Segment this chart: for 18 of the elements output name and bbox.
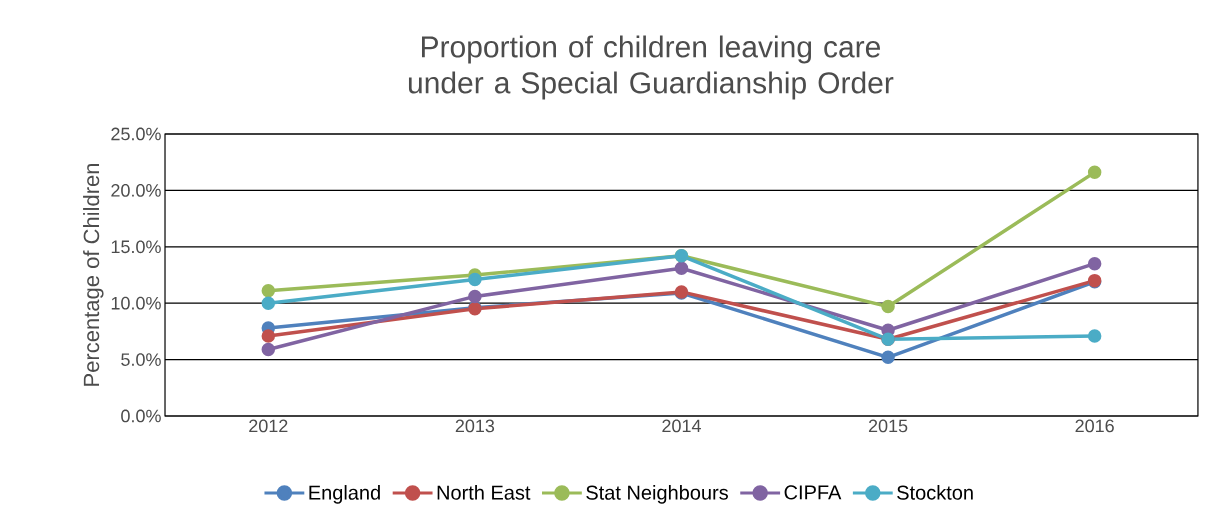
y-tick-label: 25.0% bbox=[111, 127, 161, 141]
x-tick-label: 2012 bbox=[249, 419, 288, 433]
x-tick-label: 2013 bbox=[455, 419, 495, 433]
legend-label: North East bbox=[437, 485, 531, 500]
x-tick-label: 2015 bbox=[868, 419, 908, 433]
y-axis-title: Percentage of Children bbox=[83, 163, 104, 386]
legend-label: England bbox=[309, 485, 380, 504]
legend-label: Stockton bbox=[897, 485, 973, 500]
x-tick-label: 2014 bbox=[662, 419, 701, 433]
y-tick-label: 10.0% bbox=[111, 296, 161, 310]
legend-label: Stat Neighbours bbox=[586, 485, 728, 504]
y-tick-label: 20.0% bbox=[111, 184, 161, 197]
x-tick-label: 2016 bbox=[1075, 419, 1114, 433]
chart-title: Proportion of children leaving care under a Special Guardianship Order bbox=[408, 35, 894, 100]
y-tick-label: 5.0% bbox=[121, 353, 161, 366]
y-tick-label: 15.0% bbox=[111, 240, 161, 254]
legend-label: CIPFA bbox=[784, 485, 842, 500]
y-tick-label: 0.0% bbox=[121, 409, 161, 423]
